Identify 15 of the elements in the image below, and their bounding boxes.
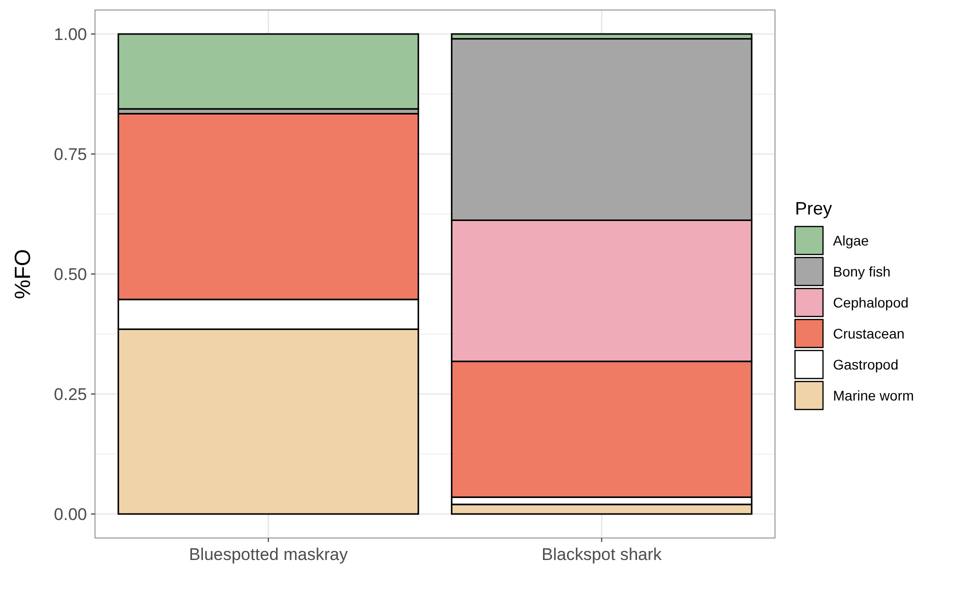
y-tick-label: 0.00	[54, 504, 87, 524]
legend-label: Crustacean	[833, 325, 905, 342]
legend-title: Prey	[795, 198, 832, 218]
legend-label: Marine worm	[833, 387, 914, 404]
x-tick-label: Bluespotted maskray	[188, 545, 348, 564]
legend-label: Algae	[833, 232, 870, 248]
y-tick-label: 0.25	[54, 384, 87, 404]
y-tick-label: 1.00	[54, 24, 87, 44]
y-tick-label: 0.50	[54, 264, 87, 284]
legend-label: Bony fish	[833, 263, 891, 280]
y-axis-title: %FO	[10, 248, 35, 300]
y-tick-label: 0.75	[54, 144, 87, 164]
legend-label: Cephalopod	[833, 294, 909, 310]
legend-label: Gastropod	[833, 356, 898, 372]
x-tick-label: Blackspot shark	[542, 545, 662, 564]
